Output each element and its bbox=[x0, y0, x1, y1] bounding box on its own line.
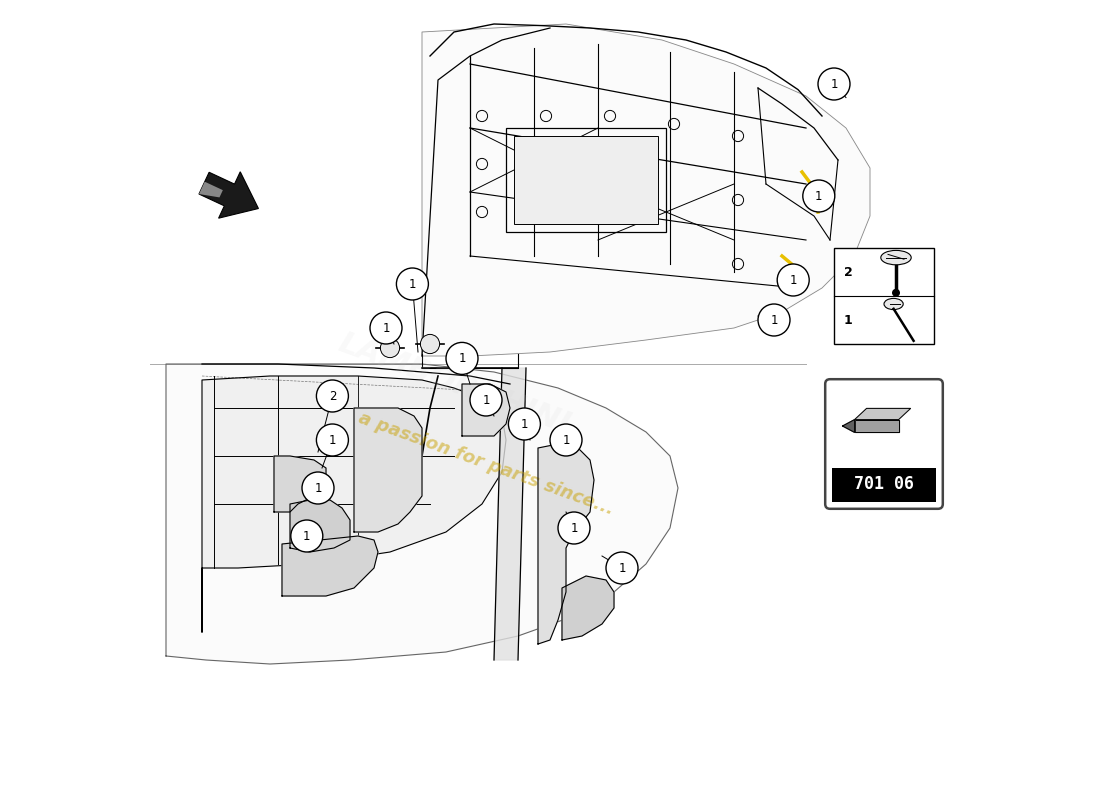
Polygon shape bbox=[855, 408, 911, 419]
Circle shape bbox=[803, 180, 835, 212]
Circle shape bbox=[558, 512, 590, 544]
Text: 2: 2 bbox=[329, 390, 337, 402]
Polygon shape bbox=[354, 408, 422, 532]
Circle shape bbox=[317, 380, 349, 412]
Polygon shape bbox=[462, 384, 510, 436]
Polygon shape bbox=[282, 536, 378, 596]
Circle shape bbox=[370, 312, 402, 344]
Polygon shape bbox=[538, 444, 594, 644]
Bar bbox=[834, 248, 934, 344]
Circle shape bbox=[317, 424, 349, 456]
Polygon shape bbox=[199, 182, 223, 198]
Bar bbox=[506, 128, 666, 232]
Text: 1: 1 bbox=[815, 190, 823, 202]
Text: 1: 1 bbox=[409, 278, 416, 290]
Circle shape bbox=[396, 268, 428, 300]
Polygon shape bbox=[494, 368, 526, 660]
Polygon shape bbox=[202, 376, 506, 632]
Circle shape bbox=[381, 338, 399, 358]
Text: 1: 1 bbox=[482, 394, 490, 406]
Circle shape bbox=[290, 520, 322, 552]
Circle shape bbox=[302, 472, 334, 504]
Circle shape bbox=[446, 342, 478, 374]
FancyBboxPatch shape bbox=[825, 379, 943, 509]
Text: 1: 1 bbox=[562, 434, 570, 446]
Circle shape bbox=[470, 384, 502, 416]
Circle shape bbox=[758, 304, 790, 336]
Text: 1: 1 bbox=[315, 482, 321, 494]
Text: 1: 1 bbox=[329, 434, 337, 446]
Polygon shape bbox=[166, 364, 678, 664]
Text: 1: 1 bbox=[383, 322, 389, 334]
FancyBboxPatch shape bbox=[833, 468, 936, 502]
Text: 1: 1 bbox=[830, 78, 838, 90]
Circle shape bbox=[892, 289, 900, 297]
Polygon shape bbox=[274, 456, 326, 512]
Polygon shape bbox=[199, 172, 258, 218]
Text: 1: 1 bbox=[304, 530, 310, 542]
Text: 1: 1 bbox=[844, 314, 852, 326]
Ellipse shape bbox=[884, 298, 903, 310]
Polygon shape bbox=[843, 419, 855, 432]
Circle shape bbox=[606, 552, 638, 584]
Text: LAMBORGHINI: LAMBORGHINI bbox=[334, 329, 574, 439]
Text: 2: 2 bbox=[844, 266, 852, 278]
Bar bbox=[514, 136, 658, 224]
Circle shape bbox=[550, 424, 582, 456]
Text: 1: 1 bbox=[520, 418, 528, 430]
Polygon shape bbox=[855, 419, 899, 432]
Ellipse shape bbox=[881, 250, 911, 265]
Polygon shape bbox=[290, 500, 350, 552]
Text: 1: 1 bbox=[770, 314, 778, 326]
Text: 1: 1 bbox=[790, 274, 796, 286]
Polygon shape bbox=[422, 24, 870, 356]
Text: 701 06: 701 06 bbox=[854, 474, 914, 493]
Circle shape bbox=[508, 408, 540, 440]
Circle shape bbox=[778, 264, 810, 296]
Text: a passion for parts since...: a passion for parts since... bbox=[355, 410, 616, 518]
Circle shape bbox=[818, 68, 850, 100]
Text: 1: 1 bbox=[459, 352, 465, 365]
Circle shape bbox=[420, 334, 440, 354]
Text: 1: 1 bbox=[618, 562, 626, 574]
Text: 1: 1 bbox=[570, 522, 578, 534]
Polygon shape bbox=[562, 576, 614, 640]
